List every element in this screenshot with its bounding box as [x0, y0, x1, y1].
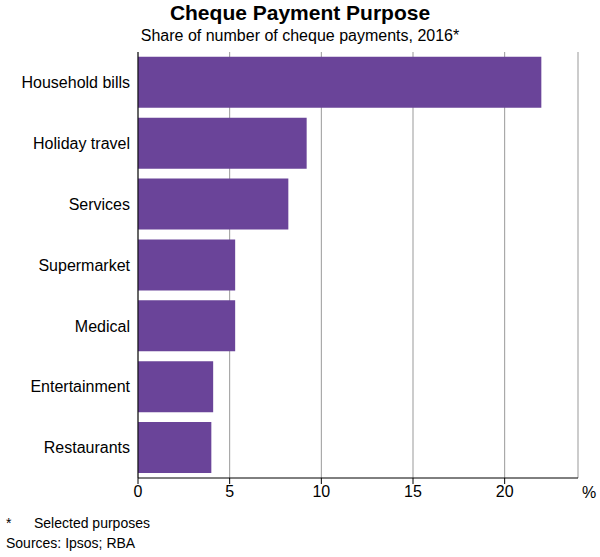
svg-text:Entertainment: Entertainment — [30, 378, 130, 395]
svg-text:0: 0 — [134, 483, 143, 500]
svg-text:Medical: Medical — [75, 318, 130, 335]
html-text:Cheque Payment Purpose: Cheque Payment Purpose — [169, 1, 431, 24]
svg-text:20: 20 — [496, 483, 514, 500]
svg-text:Restaurants: Restaurants — [44, 439, 130, 456]
svg-text:Household bills: Household bills — [21, 74, 130, 91]
svg-text:Services: Services — [69, 196, 130, 213]
svg-text:5: 5 — [225, 483, 234, 500]
html-text:Share of number of cheque paym: Share of number of cheque payments, 2016… — [140, 27, 460, 44]
svg-text:10: 10 — [312, 483, 330, 500]
svg-text:Supermarket: Supermarket — [38, 257, 130, 274]
html-text:Sources: Ipsos; RBA: Sources: Ipsos; RBA — [6, 535, 136, 551]
svg-text:15: 15 — [404, 483, 422, 500]
html-text:Selected purposes: Selected purposes — [34, 515, 150, 531]
svg-text:Holiday travel: Holiday travel — [33, 135, 130, 152]
